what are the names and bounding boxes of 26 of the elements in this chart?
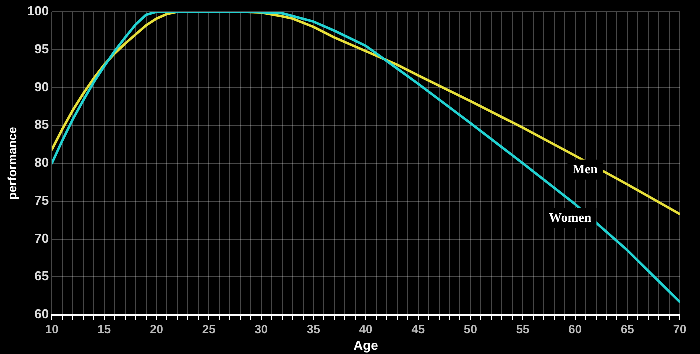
x-tick-label: 70 [673, 322, 687, 337]
y-tick-label: 65 [34, 268, 50, 284]
x-tick-label: 10 [45, 322, 60, 337]
x-tick-label: 35 [307, 322, 321, 337]
x-tick-label: 60 [568, 322, 582, 337]
x-tick-label: 20 [150, 322, 164, 337]
y-axis-title: performance [6, 126, 20, 200]
y-tick-label: 100 [27, 4, 50, 19]
x-tick-label: 50 [464, 322, 478, 337]
y-tick-label: 60 [34, 306, 50, 322]
x-tick-label: 45 [412, 322, 426, 337]
x-tick-label: 40 [359, 322, 374, 337]
x-tick-label: 55 [516, 322, 530, 337]
y-tick-label: 75 [34, 192, 50, 208]
series-label: Men [572, 161, 599, 176]
y-tick-label: 85 [34, 117, 50, 132]
y-tick-label: 95 [34, 41, 50, 56]
y-tick-label: 90 [34, 79, 50, 94]
x-tick-label: 15 [98, 322, 112, 337]
series-label: Women [549, 210, 592, 225]
y-tick-label: 80 [34, 155, 50, 170]
x-tick-label: 25 [202, 322, 216, 337]
x-axis-title: Age [354, 338, 378, 353]
x-tick-label: 30 [254, 322, 268, 337]
y-tick-label: 70 [34, 230, 50, 246]
x-tick-label: 65 [620, 322, 635, 337]
